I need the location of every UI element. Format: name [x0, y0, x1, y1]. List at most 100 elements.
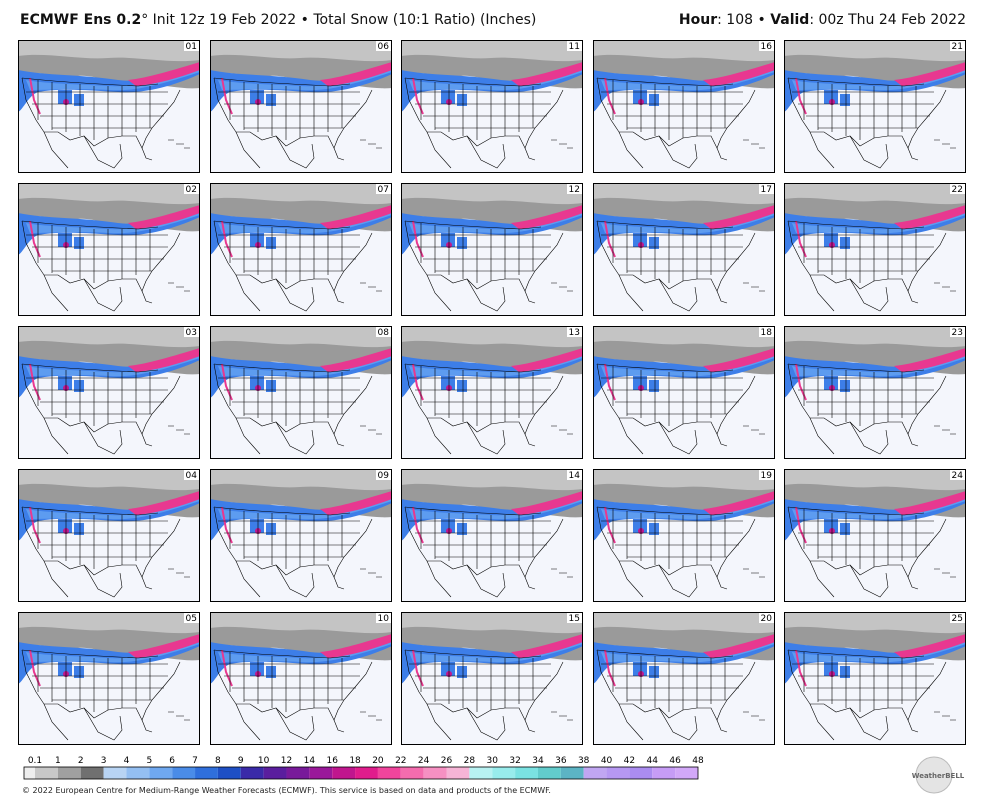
panel-label: 03: [186, 328, 197, 338]
panel-label-bg: [376, 41, 391, 51]
panel-label: 10: [378, 614, 390, 624]
panel-label: 24: [952, 471, 964, 481]
panel-label: 23: [952, 328, 963, 338]
colorbar-swatch: [652, 767, 676, 779]
colorbar-swatch: [560, 767, 584, 779]
panel-label-bg: [950, 613, 965, 623]
panel-label: 05: [186, 614, 197, 624]
colorbar-swatch: [537, 767, 561, 779]
colorbar-label: 42: [624, 756, 635, 766]
colorbar-label: 36: [555, 756, 567, 766]
footer: © 2022 European Centre for Medium-Range …: [22, 786, 551, 795]
panel-label-bg: [376, 184, 391, 194]
map-panel: [401, 183, 583, 316]
panel-label: 07: [378, 185, 389, 195]
colorbar-label: 4: [124, 756, 130, 766]
panel-label: 12: [569, 185, 580, 195]
colorbar-swatch: [400, 767, 424, 779]
panel-label-bg: [376, 327, 391, 337]
colorbar-swatch: [423, 767, 447, 779]
colorbar-label: 26: [441, 756, 453, 766]
panel-label: 14: [569, 471, 581, 481]
colorbar-label: 16: [326, 756, 338, 766]
colorbar-swatch: [355, 767, 378, 779]
panel-label: 19: [761, 471, 773, 481]
colorbar-swatch: [35, 767, 58, 779]
colorbar-swatch: [377, 767, 401, 779]
map-panel: [593, 612, 775, 745]
colorbar-swatch: [57, 767, 81, 779]
panel-label-bg: [376, 613, 391, 623]
colorbar-swatch: [309, 767, 333, 779]
colorbar-label: 12: [281, 756, 292, 766]
colorbar-frame: [23, 766, 699, 780]
map-panel: [784, 183, 966, 316]
colorbar-swatch: [286, 767, 310, 779]
panel-label: 13: [569, 328, 580, 338]
hour-value: : 108 •: [717, 12, 771, 28]
panel-label-bg: [376, 470, 391, 480]
panel-label: 08: [378, 328, 390, 338]
panel-label: 20: [761, 614, 773, 624]
map-panel: [210, 183, 392, 316]
panel-label-bg: [184, 470, 199, 480]
colorbar-swatch: [126, 767, 150, 779]
map-panel: [784, 40, 966, 173]
panel-label-bg: [950, 470, 965, 480]
colorbar-swatch: [263, 767, 287, 779]
colorbar-label: 40: [601, 756, 613, 766]
colorbar-label: 0.1: [28, 756, 42, 766]
colorbar-label: 28: [464, 756, 476, 766]
panel-label-bg: [759, 184, 774, 194]
panel-label: 22: [952, 185, 963, 195]
panel-label-bg: [567, 327, 582, 337]
map-panel: [401, 612, 583, 745]
header-left: ECMWF Ens 0.2° Init 12z 19 Feb 2022 • To…: [20, 12, 536, 28]
panel-label-bg: [567, 613, 582, 623]
panel-label: 18: [761, 328, 773, 338]
colorbar-swatch: [24, 767, 35, 779]
panel-label-bg: [759, 327, 774, 337]
valid-label: Valid: [770, 12, 810, 28]
panel-label: 01: [186, 42, 197, 52]
map-panel: [401, 469, 583, 602]
colorbar-label: 3: [101, 756, 107, 766]
colorbar-swatch: [675, 767, 698, 779]
hour-label: Hour: [678, 12, 718, 28]
colorbar-label: 1: [55, 756, 61, 766]
panel-label-bg: [759, 470, 774, 480]
map-panel: [593, 469, 775, 602]
colorbar-label: 48: [692, 756, 704, 766]
panel-label-bg: [184, 41, 199, 51]
colorbar-label: 18: [349, 756, 361, 766]
map-panel: [18, 612, 200, 745]
colorbar-swatch: [240, 767, 264, 779]
map-panel: [210, 40, 392, 173]
panel-label-bg: [567, 184, 582, 194]
map-panel: [18, 326, 200, 459]
colorbar-label: 14: [304, 756, 316, 766]
panel-label-bg: [950, 41, 965, 51]
panel-label-bg: [759, 613, 774, 623]
colorbar-swatch: [217, 767, 241, 779]
logo-globe: [915, 756, 953, 794]
colorbar-label: 9: [238, 756, 244, 766]
map-panel: [210, 612, 392, 745]
panel-label-bg: [184, 184, 199, 194]
panel-label: 25: [952, 614, 963, 624]
colorbar-label: 46: [669, 756, 681, 766]
colorbar-label: 10: [258, 756, 270, 766]
panel-label: 17: [761, 185, 772, 195]
panel-label-bg: [950, 184, 965, 194]
map-panel: [18, 469, 200, 602]
map-panel: [401, 326, 583, 459]
colorbar-swatch: [492, 767, 516, 779]
panel-label-bg: [184, 327, 199, 337]
colorbar-label: 2: [78, 756, 84, 766]
valid-value: : 00z Thu 24 Feb 2022: [809, 12, 966, 28]
map-panel: [210, 469, 392, 602]
colorbar-swatch: [629, 767, 653, 779]
colorbar-label: 34: [532, 756, 544, 766]
panel-label-bg: [184, 613, 199, 623]
panel-label: 15: [569, 614, 580, 624]
